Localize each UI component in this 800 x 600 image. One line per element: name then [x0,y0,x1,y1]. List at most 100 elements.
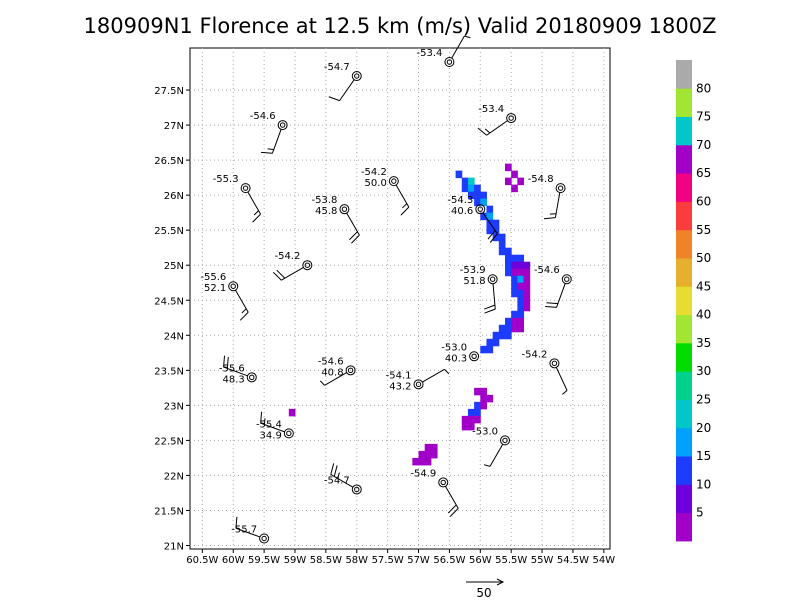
wind-barb-staff [271,129,282,154]
wind-speed-pixel [511,184,518,193]
colorbar-swatch [676,427,692,457]
wind-speed-pixel [511,317,518,326]
y-tick-label: 23N [164,401,184,412]
station-temperature-label: -53.4 [478,104,504,115]
wind-speed-pixel [424,457,432,466]
station-value-label: 52.1 [204,283,226,294]
wind-barb-full [484,304,496,310]
colorbar-swatch [676,258,692,287]
station-ring-outer [302,260,313,271]
x-tick-label: 58W [345,555,368,566]
wind-speed-pixel [480,401,487,410]
station-ring-inner [508,115,514,121]
wind-speed-pixel [467,408,475,417]
wind-speed-pixel [511,289,518,298]
x-tick-label: 58.5W [310,555,342,566]
station: -54.6 [250,111,288,154]
x-tick-label: 55W [531,555,554,566]
station-temperature-label: -53.9 [460,265,486,276]
station-temperature-label: -53.4 [417,48,443,59]
x-tick-label: 56.5W [433,555,465,566]
station-value-label: 40.6 [451,206,473,217]
wind-speed-pixel [418,457,426,466]
wind-speed-pixels [288,163,531,466]
wind-barb-full [447,504,457,514]
wind-barb-half [484,128,491,134]
reference-vector-label: 50 [476,586,491,600]
wind-speed-pixel [517,261,525,270]
wind-speed-pixel [517,177,525,186]
station-temperature-label: -54.9 [410,468,436,479]
x-tick-label: 54.5W [557,555,589,566]
wind-barb-full [484,308,496,314]
wind-barb-staff [445,486,459,509]
wind-speed-pixel [474,415,481,424]
station-ring-inner [446,59,453,65]
station-value-label: 40.3 [445,353,467,364]
station: -54.2 [522,349,568,395]
colorbar-swatch [676,314,692,344]
wind-barb-staff [554,192,561,218]
wind-barb-full [400,206,410,216]
wind-speed-pixel [517,310,525,319]
x-tick-label: 60W [222,555,245,566]
wind-barb-full [223,355,226,368]
station-ring-outer [549,358,560,369]
wind-barb-staff [489,444,504,467]
wind-barb-full [276,269,286,279]
wind-speed-pixel [505,268,512,277]
station-ring-outer [500,435,510,446]
station-ring-outer [345,365,356,376]
axis-tick-labels: 60.5W 60W 59.5W 59W 58.5W 58W 57.5W 57W 56.5W 56W… [154,86,615,566]
wind-barb-full [226,357,229,369]
wind-barb-staff [324,372,347,386]
wind-barb-full [252,213,261,223]
wind-speed-pixel [480,212,487,221]
station: -53.4 [417,35,471,68]
wind-speed-pixel [480,198,487,207]
wind-speed-pixel [505,324,512,333]
wind-barb-staff [556,283,566,308]
station-ring-outer [487,274,498,285]
wind-barb-half [402,203,408,209]
wind-speed-pixel [412,457,420,466]
chart-title: 180909N1 Florence at 12.5 km (m/s) Valid… [83,14,717,38]
station-ring-inner [249,374,255,381]
wind-speed-pixel [511,282,518,291]
station-temperature-label: -54.1 [386,370,412,381]
wind-speed-pixel [492,219,500,228]
station: -55.3 [213,174,262,223]
wind-speed-pixel [486,226,494,235]
wind-speed-pixel [474,184,481,193]
station-value-label: 45.8 [315,206,337,217]
wind-speed-pixel [517,275,525,284]
station: -53.0 [472,426,510,467]
wind-speed-pixel [474,387,481,396]
y-tick-label: 21N [164,541,184,552]
wind-speed-pixel [505,261,512,270]
wind-speed-pixel [467,177,475,186]
wind-speed-pixel [288,408,296,417]
wind-barb-full [546,302,558,305]
wind-barb-full [543,217,556,220]
station-value-label: 40.8 [321,367,343,378]
station-ring-inner [502,437,508,444]
colorbar-swatch [676,60,692,89]
station-ring-outer [277,120,288,131]
x-tick-label: 57W [407,555,430,566]
station-value-label: 34.9 [260,430,282,441]
wind-barb-staff [247,191,262,215]
colorbar-swatch [676,342,692,372]
colorbar-label: 35 [696,336,711,350]
wind-speed-pixel [505,247,512,256]
wind-speed-pixel [480,345,487,354]
colorbar-swatch [676,371,692,400]
y-tick-label: 27N [164,121,184,132]
wind-speed-pixel [523,261,531,270]
y-tick-label: 22.5N [154,436,184,447]
wind-speed-pixel [517,296,525,305]
wind-speed-pixel [486,338,494,347]
y-tick-label: 26N [164,191,184,202]
station-value-label: 43.2 [389,381,411,392]
